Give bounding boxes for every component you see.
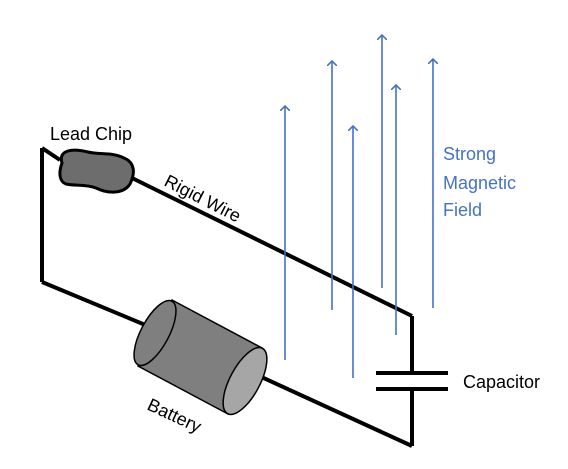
rigid-wire bbox=[40, 146, 62, 162]
lead-chip-label: Lead Chip bbox=[50, 124, 132, 144]
rigid-wire-main bbox=[131, 176, 413, 318]
battery-right-cap bbox=[222, 346, 268, 416]
battery-left-end bbox=[133, 299, 177, 367]
field-label-line3: Field bbox=[443, 200, 482, 220]
field-label-line1: Strong bbox=[443, 144, 496, 164]
capacitor-label: Capacitor bbox=[463, 372, 540, 392]
battery-lead-left bbox=[41, 280, 156, 331]
battery-icon bbox=[133, 298, 268, 416]
battery-label: Battery bbox=[144, 394, 204, 436]
circuit-wires bbox=[40, 146, 414, 448]
capacitor-icon bbox=[376, 371, 448, 391]
lead-chip-blob bbox=[58, 148, 135, 194]
bottom-wire bbox=[256, 373, 413, 448]
field-label-line2: Magnetic bbox=[443, 173, 516, 193]
lead-chip-icon bbox=[58, 148, 135, 194]
field-label: Strong Magnetic Field bbox=[443, 144, 516, 220]
magnetic-field-arrows bbox=[285, 35, 433, 378]
